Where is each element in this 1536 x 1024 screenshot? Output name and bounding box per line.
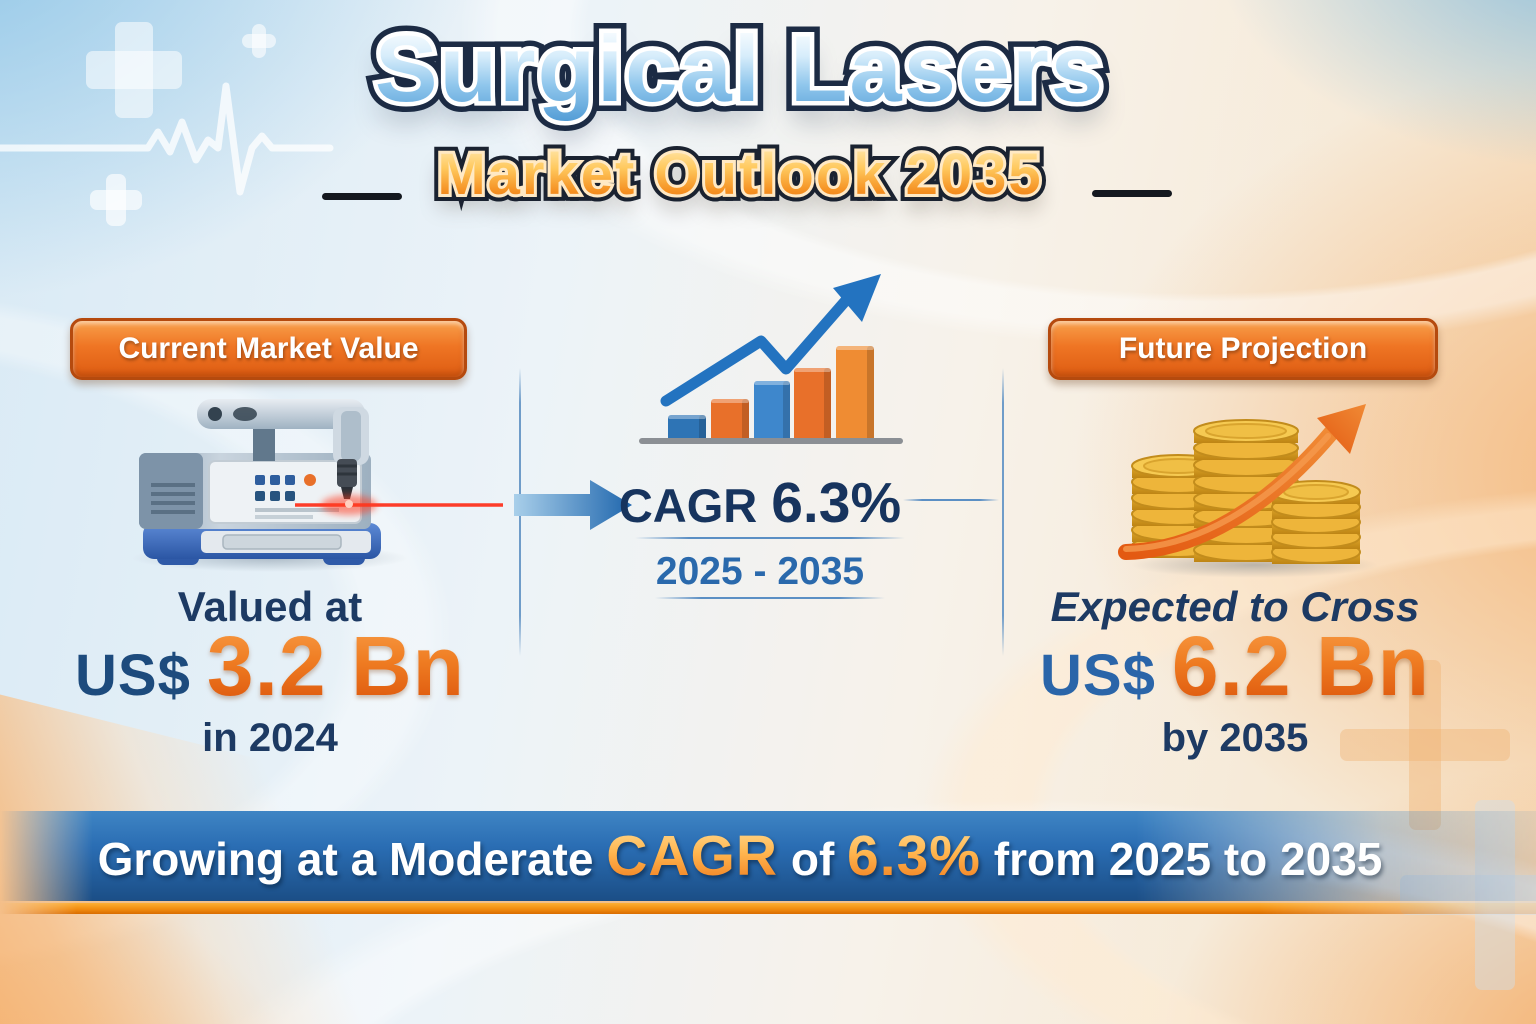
bottom-banner: [0, 811, 1536, 901]
projection-year: by 2035: [1161, 716, 1309, 760]
banner-segment: Growing at a Moderate: [97, 833, 607, 885]
surgical-laser-machine-icon: [139, 399, 503, 565]
currency-prefix: US$: [1040, 643, 1156, 708]
main-title: Surgical Lasers: [0, 22, 1480, 117]
cagr-period: 2025 - 2035: [655, 550, 865, 593]
growth-bar-chart-icon: [639, 274, 903, 444]
banner-segment: of: [778, 833, 848, 885]
projection-value: US$ 6.2 Bn: [1030, 618, 1440, 715]
currency-prefix: US$: [75, 643, 191, 708]
subtitle-text: Market Outlook 2035: [437, 142, 1043, 207]
expected-caption: Expected to Cross: [1050, 583, 1420, 630]
period-underline: [655, 597, 885, 599]
heartbeat-line-icon: [0, 82, 334, 196]
cagr-headline: CAGR 6.3%: [540, 470, 980, 536]
cagr-value: 6.3%: [771, 471, 902, 535]
projection-value-amount: 6.2 Bn: [1171, 619, 1430, 713]
cagr-side-line: [903, 499, 999, 501]
growth-arrowhead-icon: [1317, 404, 1366, 454]
current-value: US$ 3.2 Bn: [60, 618, 480, 715]
banner-orange-stripe: [0, 901, 1536, 914]
cagr-label: CAGR: [618, 479, 758, 532]
valued-at-caption: Valued at: [177, 583, 363, 630]
cagr-underline: [635, 537, 905, 539]
banner-segment: from 2025 to 2035: [980, 833, 1383, 885]
future-projection-badge: Future Projection: [1048, 318, 1438, 380]
banner-segment-rate: 6.3%: [847, 824, 981, 888]
current-value-year: in 2024: [202, 716, 338, 760]
trend-arrowhead-icon: [833, 274, 881, 322]
main-title-text: Surgical Lasers: [374, 16, 1106, 121]
trend-line: [660, 292, 854, 407]
gold-coin-stacks-icon: [1118, 404, 1366, 564]
banner-text: Growing at a Moderate CAGR of 6.3% from …: [0, 811, 1480, 901]
current-market-value-badge: Current Market Value: [70, 318, 467, 380]
current-value-amount: 3.2 Bn: [206, 619, 465, 713]
subtitle: Market Outlook 2035: [0, 146, 1480, 205]
section-divider-right: [1002, 368, 1004, 656]
right-connector-arrow-icon: [514, 480, 632, 530]
banner-segment-cagr: CAGR: [606, 824, 779, 888]
chart-bars: [668, 346, 874, 441]
